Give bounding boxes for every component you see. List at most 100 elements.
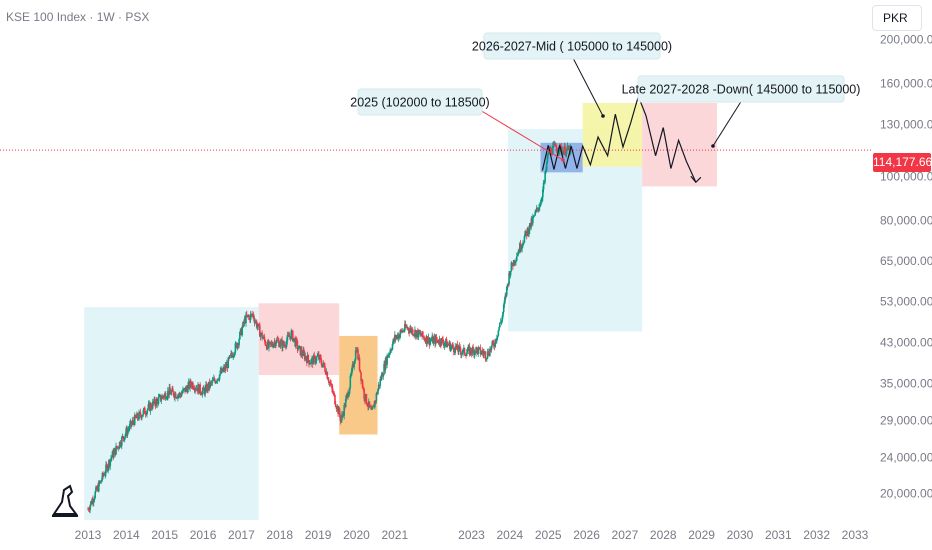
candle-body-302 — [308, 360, 310, 365]
y-tick-100000: 100,000.00 — [880, 169, 932, 183]
candle-body-161 — [202, 387, 205, 390]
candle-body-106 — [163, 394, 166, 398]
candle-body-507 — [460, 353, 463, 355]
candle-body-605 — [534, 211, 536, 216]
candle-body-533 — [479, 347, 482, 354]
candle-body-285 — [295, 338, 298, 341]
y-tick-130000: 130,000.00 — [880, 118, 932, 132]
candle-body-496 — [452, 347, 455, 353]
candle-body-82 — [146, 410, 148, 415]
candle-body-345 — [341, 414, 343, 421]
candle-body-509 — [462, 349, 464, 353]
candle-body-480 — [441, 338, 444, 339]
candle-body-574 — [510, 262, 513, 272]
candle-body-139 — [187, 384, 189, 393]
candle-body-355 — [348, 387, 351, 394]
candle-body-170 — [209, 382, 212, 388]
candle-body-516 — [467, 347, 469, 352]
candle-body-591 — [523, 236, 526, 243]
candle-body-71 — [138, 412, 140, 420]
candle-body-208 — [236, 343, 239, 348]
candle-body-435 — [409, 329, 411, 333]
candle-body-568 — [505, 286, 508, 296]
candle-body-205 — [234, 343, 237, 353]
candle-body-454 — [422, 336, 425, 338]
candle-body-610 — [538, 207, 540, 211]
candle-body-558 — [498, 327, 500, 331]
candle-body-51 — [123, 436, 126, 441]
candle-body-183 — [218, 374, 221, 380]
candle-body-253 — [271, 342, 273, 346]
candle-body-298 — [305, 356, 307, 359]
candle-body-45 — [119, 441, 122, 446]
y-tick-24000: 24,000.00 — [880, 451, 932, 465]
candle-body-472 — [435, 336, 438, 341]
currency-selector[interactable]: PKR — [872, 5, 922, 31]
y-tick-200000: 200,000.00 — [880, 33, 932, 47]
candle-body-511 — [463, 347, 466, 355]
candle-body-637 — [558, 144, 561, 152]
candle-body-573 — [509, 271, 512, 276]
candle-body-222 — [247, 315, 250, 317]
x-axis: 2013 2014 2015 2016 2017 2018 2019 2020 2021 2023… — [75, 528, 869, 542]
candle-body-492 — [450, 346, 452, 351]
candle-body-128 — [179, 393, 181, 396]
x-tick-2017: 2017 — [228, 528, 255, 542]
candle-body-487 — [446, 343, 449, 348]
candle-body-508 — [461, 352, 464, 354]
candle-body-393 — [377, 384, 380, 390]
candle-body-506 — [460, 351, 462, 355]
candle-body-157 — [200, 392, 202, 395]
candle-body-197 — [228, 355, 231, 359]
candle-body-567 — [505, 295, 507, 297]
callout-box-2 — [637, 75, 845, 103]
candle-body-24 — [104, 473, 107, 476]
candle-body-178 — [215, 381, 217, 384]
candle-body-288 — [298, 346, 300, 349]
candle-body-553 — [494, 339, 497, 347]
candle-body-563 — [502, 311, 504, 317]
candle-body-292 — [301, 349, 303, 355]
candle-body-363 — [354, 350, 357, 360]
candle-body-39 — [115, 445, 117, 455]
candle-body-356 — [349, 375, 352, 388]
candle-body-104 — [161, 395, 164, 397]
candle-body-259 — [275, 339, 278, 343]
candle-body-606 — [535, 210, 537, 212]
candle-body-589 — [522, 244, 524, 245]
candle-body-122 — [174, 393, 177, 398]
candle-body-409 — [390, 350, 392, 352]
candle-body-328 — [328, 380, 330, 383]
candle-body-55 — [126, 430, 129, 436]
candle-body-163 — [204, 387, 207, 395]
x-tick-2032: 2032 — [803, 528, 830, 542]
candle-body-225 — [249, 314, 252, 321]
candle-body-56 — [127, 429, 130, 431]
candle-body-46 — [120, 445, 122, 447]
projection-layer — [541, 94, 702, 184]
candle-body-632 — [555, 143, 557, 147]
candle-body-501 — [456, 344, 459, 351]
candle-body-81 — [145, 414, 148, 415]
candle-body-26 — [105, 464, 108, 466]
candle-body-25 — [105, 464, 107, 474]
candle-body-410 — [390, 349, 393, 351]
candle-body-575 — [511, 262, 513, 266]
candle-body-174 — [212, 380, 214, 381]
candle-body-73 — [139, 412, 142, 416]
candle-body-607 — [535, 207, 538, 211]
candle-body-109 — [165, 398, 168, 400]
zone-1 — [258, 303, 340, 376]
candle-body-330 — [329, 382, 332, 384]
y-tick-29000: 29,000.00 — [880, 413, 932, 427]
candle-body-369 — [359, 369, 362, 373]
candle-body-261 — [277, 339, 280, 341]
candle-body-431 — [406, 326, 408, 329]
candle-body-262 — [278, 340, 280, 347]
candle-body-390 — [375, 393, 378, 401]
candle-body-550 — [492, 341, 494, 343]
candle-body-361 — [353, 363, 355, 368]
candle-body-234 — [256, 326, 259, 328]
candle-body-268 — [282, 341, 285, 346]
